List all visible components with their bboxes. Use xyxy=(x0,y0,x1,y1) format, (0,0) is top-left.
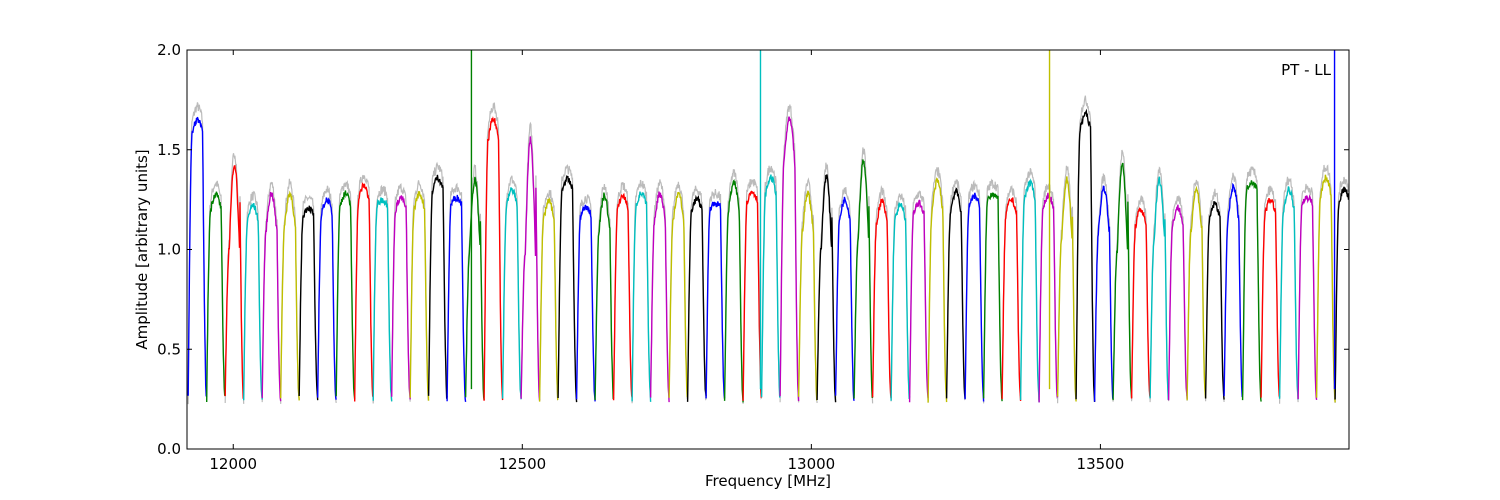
channel-trace-52 xyxy=(1149,176,1170,401)
channel-trace-28 xyxy=(705,201,726,399)
channel-trace-45 xyxy=(1019,178,1040,403)
channel-trace-10 xyxy=(372,197,393,402)
channel-trace-23 xyxy=(612,192,633,401)
y-tick-label-3: 1.5 xyxy=(157,141,181,159)
channel-trace-34 xyxy=(816,174,837,403)
channel-trace-37 xyxy=(871,197,892,398)
channel-trace-20 xyxy=(557,175,578,403)
channel-trace-8 xyxy=(335,190,356,400)
channel-trace-49 xyxy=(1093,185,1114,402)
channel-trace-22 xyxy=(594,192,615,401)
channel-trace-61 xyxy=(1315,174,1336,403)
x-tick-label-3: 13500 xyxy=(1077,455,1125,473)
channel-trace-41 xyxy=(945,187,966,399)
x-axis-label: Frequency [MHz] xyxy=(705,472,831,490)
channel-trace-17 xyxy=(501,187,522,400)
channel-trace-9 xyxy=(354,182,374,402)
channel-trace-2 xyxy=(224,165,245,400)
channel-trace-14 xyxy=(446,194,467,402)
axis-ticks: 12000 12500 13000 13500 0.0 0.5 1.0 1.5 2.0 xyxy=(157,41,1349,473)
channel-trace-62 xyxy=(1334,186,1349,400)
channel-trace-15 xyxy=(464,176,485,401)
channel-trace-33 xyxy=(797,190,818,402)
y-axis-label: Amplitude [arbitrary units] xyxy=(133,149,151,349)
channel-trace-60 xyxy=(1297,194,1318,401)
channel-trace-46 xyxy=(1038,192,1059,403)
channel-trace-40 xyxy=(927,176,948,403)
channel-trace-55 xyxy=(1204,201,1225,400)
series-layer xyxy=(187,50,1373,405)
y-tick-label-1: 0.5 xyxy=(157,340,181,358)
channel-trace-7 xyxy=(317,197,337,400)
channel-trace-36 xyxy=(853,159,874,399)
channel-trace-27 xyxy=(686,194,707,402)
channel-trace-50 xyxy=(1112,162,1133,401)
channel-trace-16 xyxy=(483,116,504,401)
channel-trace-11 xyxy=(391,195,411,400)
background-trace-segment-63 xyxy=(1354,162,1373,403)
channel-trace-29 xyxy=(723,179,744,403)
channel-trace-30 xyxy=(742,190,762,401)
y-tick-label-2: 1.0 xyxy=(157,241,181,259)
x-tick-label-0: 12000 xyxy=(209,455,257,473)
channel-trace-31 xyxy=(760,174,781,398)
channel-trace-32 xyxy=(779,116,800,402)
channel-trace-0 xyxy=(187,116,208,398)
channel-trace-57 xyxy=(1241,180,1262,402)
channel-trace-24 xyxy=(631,191,652,402)
channel-trace-26 xyxy=(668,191,689,398)
channel-trace-38 xyxy=(890,201,911,401)
channel-trace-6 xyxy=(298,205,319,401)
channel-trace-12 xyxy=(409,191,430,401)
plot-annotation: PT - LL xyxy=(1281,61,1332,79)
channel-trace-51 xyxy=(1130,207,1151,399)
channel-trace-63 xyxy=(1354,174,1373,401)
y-tick-label-4: 2.0 xyxy=(157,41,181,59)
plot-frame xyxy=(186,49,1350,450)
channel-trace-58 xyxy=(1260,197,1281,398)
y-tick-label-0: 0.0 xyxy=(157,440,181,458)
channel-trace-43 xyxy=(982,191,1003,402)
channel-trace-19 xyxy=(538,197,559,402)
channel-trace-54 xyxy=(1186,185,1207,401)
channel-trace-56 xyxy=(1223,182,1243,398)
channel-trace-18 xyxy=(520,136,541,401)
channel-trace-5 xyxy=(280,190,300,401)
channel-trace-48 xyxy=(1075,108,1096,402)
channel-trace-47 xyxy=(1056,176,1077,402)
channel-trace-4 xyxy=(261,191,282,402)
channel-trace-53 xyxy=(1167,204,1188,401)
channel-trace-39 xyxy=(908,199,929,403)
channel-trace-44 xyxy=(1001,197,1022,401)
channel-trace-35 xyxy=(834,196,855,401)
channel-trace-42 xyxy=(964,192,985,402)
channel-trace-1 xyxy=(206,191,226,403)
x-tick-label-2: 13000 xyxy=(787,455,835,473)
channel-trace-21 xyxy=(575,204,596,402)
channel-trace-25 xyxy=(649,191,670,403)
channel-trace-3 xyxy=(243,202,263,401)
x-tick-label-1: 12500 xyxy=(498,455,546,473)
channel-trace-59 xyxy=(1278,186,1299,400)
plot-border xyxy=(186,49,1350,450)
channel-trace-13 xyxy=(427,174,448,399)
